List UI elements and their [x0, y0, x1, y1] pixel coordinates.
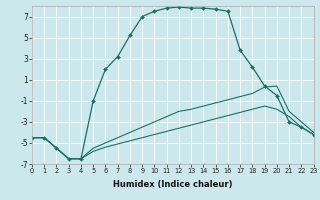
X-axis label: Humidex (Indice chaleur): Humidex (Indice chaleur) — [113, 180, 233, 189]
